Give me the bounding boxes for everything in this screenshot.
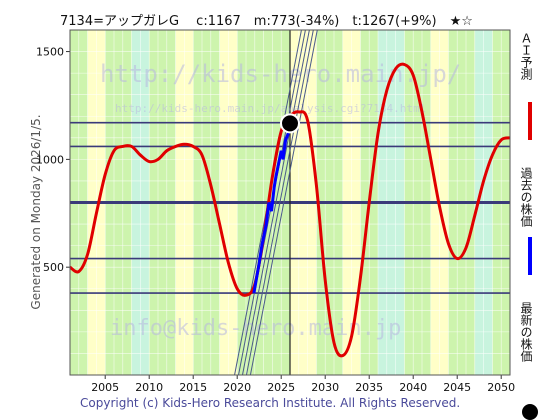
x-tick-label: 2025 [267, 381, 295, 394]
legend-label: 過去の株価 [519, 167, 533, 227]
legend-label: ＡＩ予測 [519, 32, 533, 81]
x-tick-label: 2040 [399, 381, 427, 394]
x-tick-label: 2035 [355, 381, 383, 394]
x-tick-label: 2030 [311, 381, 339, 394]
trend-channel-line [241, 29, 310, 376]
past-price-line [252, 123, 292, 294]
latest-price-marker [280, 113, 300, 134]
legend-label: 最新の株価 [519, 302, 533, 362]
x-tick-label: 2010 [135, 381, 163, 394]
chart-title: 7134=アップガレG c:1167 m:773(-34%) t:1267(+9… [60, 14, 473, 29]
y-tick-label: 500 [43, 261, 64, 274]
watermark-url-sub: http://kids-hero.main.jp/analysis.cgi?71… [115, 102, 426, 115]
x-tick-label: 2045 [443, 381, 471, 394]
latest-price-marker-group [280, 113, 300, 134]
x-tick-label: 2015 [179, 381, 207, 394]
x-tick-label: 2050 [487, 381, 515, 394]
trend-channel-line [245, 29, 314, 376]
trend-channel-line [249, 29, 318, 376]
x-tick-label: 2020 [223, 381, 251, 394]
copyright-footer: Copyright (c) Kids-Hero Research Institu… [80, 396, 461, 410]
y-tick-label: 1000 [36, 153, 64, 166]
x-tick-label: 2005 [91, 381, 119, 394]
horizontal-levels [70, 30, 510, 375]
x-axis-ticks: 2005 2010 2015 2020 2025 2030 2035 2040 2045 2050 [91, 375, 515, 394]
legend-swatch-dot [522, 404, 538, 420]
plot-frame [69, 29, 511, 376]
y-tick-label: 1500 [36, 46, 64, 59]
y-axis-ticks: 500 1000 1500 [36, 46, 70, 274]
